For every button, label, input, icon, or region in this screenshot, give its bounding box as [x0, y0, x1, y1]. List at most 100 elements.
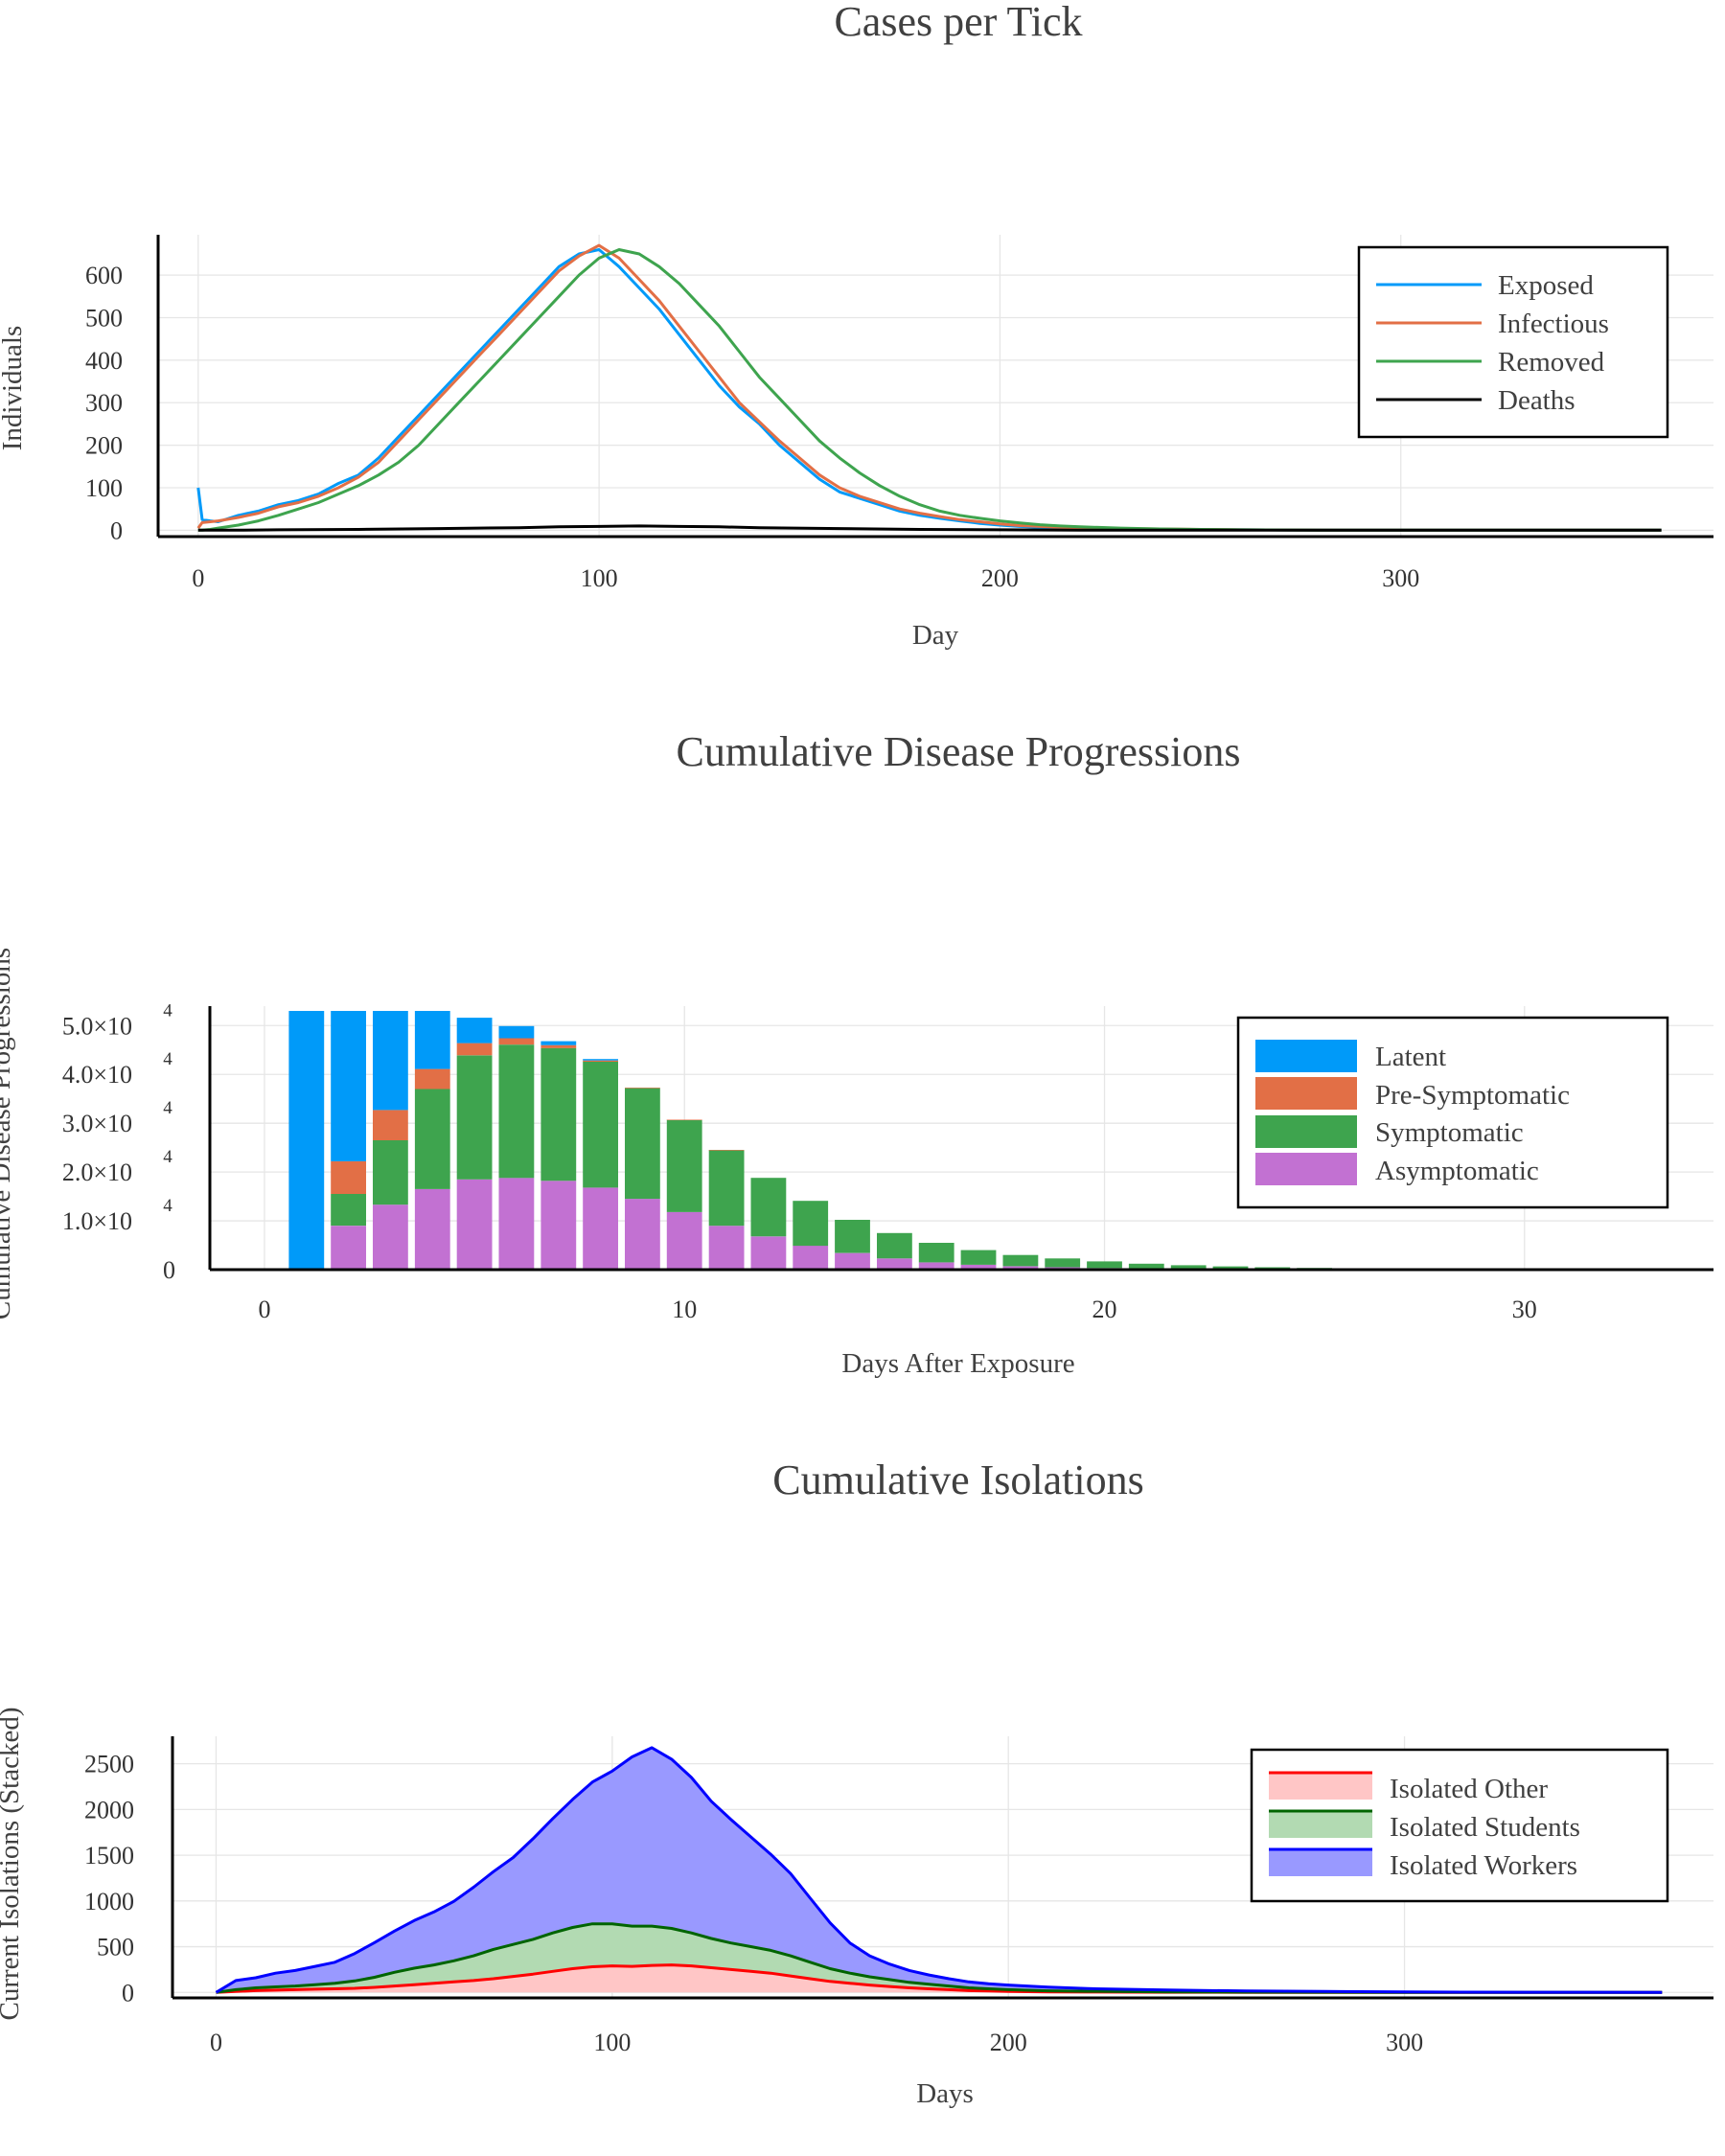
chart2-bar-asymptomatic: [666, 1211, 702, 1270]
chart3-area-isolated-students: [216, 1923, 1663, 1993]
chart1-title: Cases per Tick: [834, 0, 1082, 45]
chart2-bar-latent: [331, 1011, 366, 1161]
chart3-ytick: 0: [122, 1979, 134, 2007]
chart2-bar-latent: [373, 1011, 408, 1111]
chart2-xtick: 20: [1092, 1296, 1117, 1323]
chart2-bar-symptomatic: [583, 1062, 618, 1188]
chart2-bar-symptomatic: [414, 1089, 450, 1189]
chart-cases-per-tick: Cases per Tick 0 100 200 300 0 100 200 3…: [0, 0, 1714, 651]
legend-label-infectious: Infectious: [1498, 309, 1609, 339]
chart1-ytick: 600: [85, 262, 123, 289]
chart3-areas: [215, 1746, 1663, 1994]
chart2-bar-symptomatic: [1087, 1261, 1122, 1269]
chart2-title: Cumulative Disease Progressions: [676, 728, 1240, 775]
chart2-bar-asymptomatic: [918, 1262, 954, 1270]
chart1-y-ticks: 0 100 200 300 400 500 600: [85, 262, 123, 544]
chart1-ytick: 200: [85, 432, 123, 460]
chart2-bar-pre-symptomatic: [583, 1060, 618, 1062]
chart1-ytick: 400: [85, 347, 123, 375]
chart2-ytick-exponent: 4: [163, 1000, 172, 1021]
legend-swatch-isolated-students: [1269, 1811, 1372, 1838]
chart2-bar-asymptomatic: [414, 1188, 450, 1270]
chart2-y-ticks: 0 1.0×10 2.0×10 3.0×10 4.0×10 5.0×10: [62, 1012, 175, 1284]
chart2-bar-pre-symptomatic: [708, 1150, 745, 1151]
chart1-xtick: 100: [581, 564, 618, 592]
chart2-bar-symptomatic: [835, 1220, 870, 1253]
chart2-bar-pre-symptomatic: [625, 1088, 660, 1089]
legend-label-symptomatic: Symptomatic: [1375, 1117, 1524, 1148]
chart2-y-exponents: 4 4 4 4 4: [163, 1000, 172, 1216]
chart2-ytick-exponent: 4: [163, 1049, 172, 1069]
chart3-legend: Isolated Other Isolated Students Isolate…: [1250, 1748, 1669, 1903]
chart2-ytick: 5.0×10: [62, 1012, 132, 1040]
chart2-ytick: 3.0×10: [62, 1110, 132, 1137]
chart2-bar-symptomatic: [793, 1201, 829, 1247]
chart2-bar-symptomatic: [666, 1119, 702, 1212]
legend-label-asymptomatic: Asymptomatic: [1375, 1156, 1539, 1186]
legend-swatch-isolated-workers: [1269, 1849, 1372, 1876]
chart1-ytick: 100: [85, 474, 123, 502]
chart2-bar-asymptomatic: [456, 1179, 493, 1270]
chart3-xtick: 100: [593, 2029, 631, 2056]
chart2-bar-symptomatic: [373, 1140, 408, 1205]
chart2-bar-pre-symptomatic: [414, 1068, 450, 1089]
chart2-bar-asymptomatic: [373, 1204, 408, 1270]
chart2-bar-symptomatic: [1045, 1258, 1081, 1268]
chart2-bar-pre-symptomatic: [498, 1038, 535, 1045]
chart2-ytick-exponent: 4: [163, 1147, 172, 1167]
chart3-title: Cumulative Isolations: [772, 1456, 1143, 1503]
legend-swatch-latent: [1255, 1040, 1357, 1072]
chart1-ytick: 500: [85, 305, 123, 333]
chart2-bar-latent: [540, 1041, 577, 1045]
chart2-ytick: 0: [163, 1256, 175, 1284]
chart1-xtick: 0: [192, 564, 204, 592]
chart3-line-isolated-workers: [215, 1746, 1663, 1994]
chart2-ytick: 4.0×10: [62, 1061, 132, 1089]
legend-swatch-asymptomatic: [1255, 1153, 1357, 1185]
chart2-bar-asymptomatic: [1002, 1266, 1039, 1270]
chart2-bar-symptomatic: [708, 1150, 745, 1227]
chart1-x-label: Day: [912, 620, 959, 651]
chart2-bar-latent: [288, 1011, 325, 1270]
chart2-xtick: 10: [672, 1296, 697, 1323]
chart1-xtick: 200: [981, 564, 1019, 592]
chart2-bar-asymptomatic: [960, 1264, 997, 1270]
chart3-xtick: 300: [1386, 2029, 1423, 2056]
chart2-bar-latent: [498, 1025, 535, 1039]
chart3-y-label: Current Isolations (Stacked): [0, 1708, 25, 2021]
chart2-bar-latent: [583, 1059, 618, 1061]
chart1-y-label: Individuals: [0, 326, 28, 451]
chart2-bar-symptomatic: [960, 1250, 997, 1265]
legend-label-deaths: Deaths: [1498, 385, 1576, 416]
chart1-line-removed: [197, 248, 1662, 532]
chart2-bar-symptomatic: [1170, 1265, 1207, 1270]
chart3-line-isolated-other: [216, 1963, 1663, 1994]
chart1-x-ticks: 0 100 200 300: [192, 564, 1419, 592]
legend-label-isolated-students: Isolated Students: [1390, 1812, 1580, 1843]
chart2-ytick: 1.0×10: [62, 1207, 132, 1235]
chart2-bar-symptomatic: [918, 1243, 954, 1263]
legend-label-presymptomatic: Pre-Symptomatic: [1375, 1080, 1570, 1111]
legend-swatch-isolated-other: [1269, 1773, 1372, 1800]
chart2-bar-asymptomatic: [793, 1246, 829, 1270]
legend-label-isolated-other: Isolated Other: [1390, 1774, 1548, 1804]
chart2-bars: [288, 1011, 1626, 1271]
chart2-bar-asymptomatic: [877, 1258, 912, 1270]
chart1-xtick: 300: [1382, 564, 1419, 592]
legend-label-exposed: Exposed: [1498, 270, 1594, 301]
chart3-xtick: 200: [990, 2029, 1027, 2056]
legend-label-isolated-workers: Isolated Workers: [1390, 1850, 1577, 1881]
chart1-line-deaths: [197, 524, 1662, 532]
chart-isolations: Cumulative Isolations 0 100 200 300 0 50…: [0, 1456, 1714, 2109]
chart1-ytick: 300: [85, 389, 123, 417]
chart1-legend: Exposed Infectious Removed Deaths: [1357, 245, 1669, 439]
chart3-area-isolated-other: [216, 1964, 1663, 1993]
chart2-bar-asymptomatic: [708, 1226, 745, 1270]
chart2-x-ticks: 0 10 20 30: [258, 1296, 1536, 1323]
chart2-bar-asymptomatic: [625, 1199, 660, 1270]
chart1-legend-box: [1357, 245, 1669, 439]
chart2-ytick-exponent: 4: [163, 1196, 172, 1216]
chart2-bar-asymptomatic: [498, 1178, 535, 1270]
chart2-bar-pre-symptomatic: [331, 1160, 366, 1194]
